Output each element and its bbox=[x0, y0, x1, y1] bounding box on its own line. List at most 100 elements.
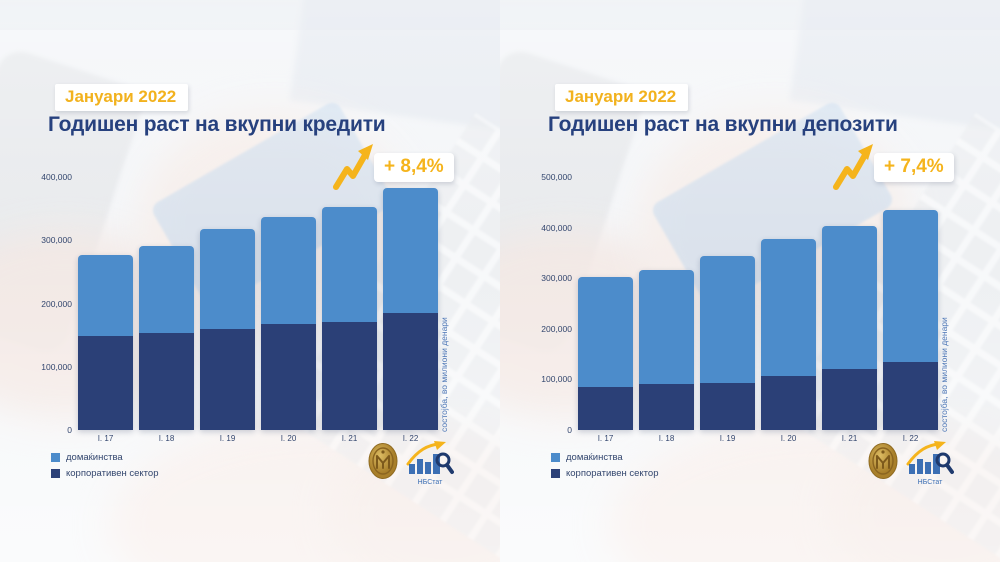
coin-logo bbox=[368, 443, 398, 479]
x-tick-label: I. 22 bbox=[402, 434, 419, 443]
corporate-segment bbox=[639, 384, 694, 430]
credits-chart-panel: Јануари 2022 Годишен раст на вкупни кред… bbox=[0, 0, 500, 562]
corporate-segment bbox=[883, 361, 938, 430]
stacked-bar bbox=[200, 229, 255, 430]
coin-logo bbox=[868, 443, 898, 479]
legend-label: корпоративен сектор bbox=[66, 468, 159, 479]
x-tick-label: I. 19 bbox=[719, 434, 736, 443]
y-tick-label: 100,000 bbox=[41, 361, 72, 372]
x-tick-label: I. 19 bbox=[219, 434, 236, 443]
corporate-segment bbox=[383, 312, 438, 430]
deposits-chart-panel: Јануари 2022 Годишен раст на вкупни депо… bbox=[500, 0, 1000, 562]
stacked-bar bbox=[139, 245, 194, 430]
y-tick-label: 300,000 bbox=[41, 235, 72, 246]
households-swatch bbox=[551, 453, 560, 462]
corporate-swatch bbox=[51, 469, 60, 478]
households-segment bbox=[261, 216, 316, 325]
households-segment bbox=[78, 254, 133, 337]
period-badge: Јануари 2022 bbox=[555, 84, 689, 111]
households-segment bbox=[322, 206, 377, 323]
stacked-bar bbox=[322, 206, 377, 430]
corporate-segment bbox=[322, 322, 377, 430]
y-tick-label: 0 bbox=[67, 425, 72, 435]
x-tick-label: I. 20 bbox=[780, 434, 797, 443]
stacked-bar bbox=[761, 238, 816, 430]
y-axis-note: состојба, во милиони денари bbox=[939, 317, 949, 432]
period-badge-label: Јануари 2022 bbox=[65, 87, 177, 106]
households-segment bbox=[383, 187, 438, 313]
households-segment bbox=[700, 255, 755, 383]
y-axis-note: состојба, во милиони денари bbox=[439, 317, 449, 432]
magnifier-icon bbox=[935, 452, 951, 468]
trend-arrow-icon bbox=[333, 144, 373, 190]
y-tick-label: 200,000 bbox=[541, 323, 572, 334]
corporate-segment bbox=[700, 382, 755, 430]
stacked-bar bbox=[639, 269, 694, 430]
corporate-segment bbox=[139, 332, 194, 430]
households-segment bbox=[578, 277, 633, 388]
legend-item-households: домаќинства bbox=[551, 452, 659, 463]
households-segment bbox=[883, 210, 938, 362]
chart-title: Годишен раст на вкупни депозити bbox=[548, 113, 898, 136]
legend-label: домаќинства bbox=[566, 452, 623, 463]
stacked-bar bbox=[261, 216, 316, 430]
legend: домаќинства корпоративен сектор bbox=[51, 452, 159, 484]
corporate-segment bbox=[578, 387, 633, 430]
plot-area: 0 100,000 200,000 300,000 400,000 I. 17 I. 18… bbox=[41, 172, 449, 443]
chart-title: Годишен раст на вкупни кредити bbox=[48, 113, 386, 136]
households-segment bbox=[822, 225, 877, 370]
corporate-segment bbox=[261, 324, 316, 430]
stacked-bar bbox=[883, 210, 938, 430]
households-swatch bbox=[51, 453, 60, 462]
stacked-bar bbox=[78, 254, 133, 430]
growth-indicator: + 8,4% bbox=[332, 143, 454, 191]
period-badge-label: Јануари 2022 bbox=[565, 87, 677, 106]
y-tick-label: 200,000 bbox=[41, 298, 72, 309]
corporate-segment bbox=[822, 369, 877, 430]
growth-value: + 7,4% bbox=[884, 156, 944, 177]
stacked-bar bbox=[578, 277, 633, 430]
nbstat-logo: НБСтат bbox=[905, 440, 955, 486]
growth-indicator: + 7,4% bbox=[832, 143, 954, 191]
x-tick-label: I. 22 bbox=[902, 434, 919, 443]
x-tick-label: I. 21 bbox=[841, 434, 858, 443]
growth-badge: + 8,4% bbox=[374, 153, 454, 182]
growth-badge: + 7,4% bbox=[874, 153, 954, 182]
x-tick-label: I. 20 bbox=[280, 434, 297, 443]
legend-label: домаќинства bbox=[66, 452, 123, 463]
nbstat-logo-text: НБСтат bbox=[417, 479, 443, 486]
households-segment bbox=[761, 238, 816, 377]
nbstat-logo: НБСтат bbox=[405, 440, 455, 486]
y-tick-label: 500,000 bbox=[541, 172, 572, 182]
nbstat-logo-text: НБСтат bbox=[917, 479, 943, 486]
corporate-segment bbox=[200, 328, 255, 430]
households-segment bbox=[639, 269, 694, 385]
x-tick-label: I. 17 bbox=[97, 434, 114, 443]
corporate-segment bbox=[78, 336, 133, 430]
nbstat-logo-icon bbox=[406, 441, 454, 474]
legend-item-corporate: корпоративен сектор bbox=[51, 468, 159, 479]
nbstat-logo-icon bbox=[906, 441, 954, 474]
trend-arrow-icon bbox=[833, 144, 873, 190]
x-tick-label: I. 21 bbox=[341, 434, 358, 443]
stacked-bar bbox=[700, 255, 755, 430]
y-tick-label: 100,000 bbox=[541, 374, 572, 385]
y-tick-label: 0 bbox=[567, 425, 572, 435]
x-tick-label: I. 18 bbox=[658, 434, 675, 443]
households-segment bbox=[139, 245, 194, 333]
magnifier-icon bbox=[435, 452, 451, 468]
x-tick-label: I. 18 bbox=[158, 434, 175, 443]
legend: домаќинства корпоративен сектор bbox=[551, 452, 659, 484]
legend-item-households: домаќинства bbox=[51, 452, 159, 463]
y-tick-label: 400,000 bbox=[541, 222, 572, 233]
legend-item-corporate: корпоративен сектор bbox=[551, 468, 659, 479]
households-segment bbox=[200, 229, 255, 329]
stacked-bar bbox=[822, 225, 877, 430]
corporate-swatch bbox=[551, 469, 560, 478]
growth-value: + 8,4% bbox=[384, 156, 444, 177]
stacked-bar bbox=[383, 187, 438, 430]
y-tick-label: 300,000 bbox=[541, 273, 572, 284]
corporate-segment bbox=[761, 376, 816, 430]
x-tick-label: I. 17 bbox=[597, 434, 614, 443]
